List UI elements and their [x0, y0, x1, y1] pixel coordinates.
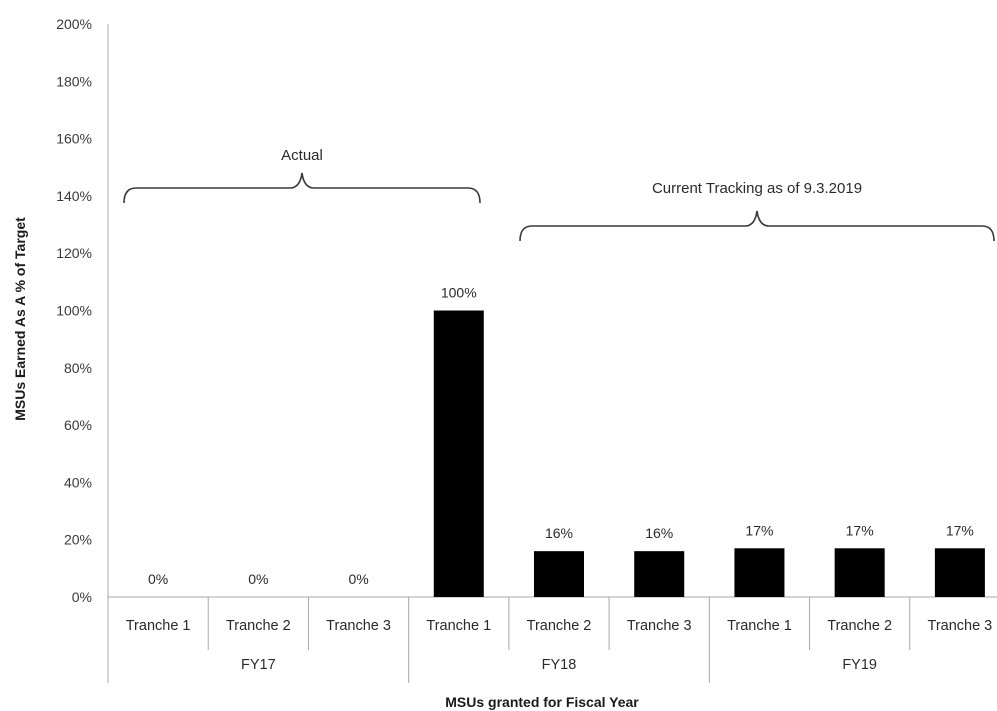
category-label: Tranche 1 [727, 618, 792, 634]
data-label: 17% [946, 522, 974, 538]
bars [433, 310, 985, 597]
group-label: FY18 [542, 657, 577, 673]
annotation-brace [519, 210, 995, 242]
category-label: Tranche 2 [827, 618, 892, 634]
y-tick-label: 40% [64, 474, 92, 490]
category-label: Tranche 2 [226, 618, 291, 634]
category-label: Tranche 3 [928, 618, 993, 634]
bar [834, 548, 885, 597]
bar [734, 548, 785, 597]
category-label: Tranche 1 [426, 618, 491, 634]
data-label: 0% [148, 571, 168, 587]
y-tick-label: 100% [56, 303, 92, 319]
y-tick-label: 0% [72, 589, 92, 605]
annotation-brace [123, 172, 481, 204]
bar [634, 551, 685, 597]
y-tick-label: 140% [56, 188, 92, 204]
data-label: 17% [846, 522, 874, 538]
bar [433, 310, 484, 597]
data-labels: 0% 0% 0% 100% 16% 16% 17% 17% 17% [148, 285, 974, 588]
category-label: Tranche 3 [627, 618, 692, 634]
y-tick-label: 120% [56, 245, 92, 261]
x-axis-title: MSUs granted for Fiscal Year [445, 694, 639, 710]
annotations: Actual Current Tracking as of 9.3.2019 [123, 147, 995, 242]
annotation-text: Current Tracking as of 9.3.2019 [652, 180, 862, 197]
y-tick-label: 180% [56, 73, 92, 89]
data-label: 0% [248, 571, 268, 587]
group-label: FY19 [842, 657, 877, 673]
bar [534, 551, 584, 597]
y-tick-label: 60% [64, 417, 92, 433]
bar [934, 548, 985, 597]
category-label: Tranche 3 [326, 618, 391, 634]
group-label: FY17 [241, 657, 276, 673]
annotation-text: Actual [281, 147, 323, 164]
y-tick-label: 20% [64, 532, 92, 548]
data-label: 100% [441, 285, 477, 301]
data-label: 16% [645, 525, 673, 541]
category-label: Tranche 1 [126, 618, 191, 634]
category-labels: Tranche 1 Tranche 2 Tranche 3 Tranche 1 Tran… [126, 618, 993, 673]
y-tick-label: 200% [56, 16, 92, 32]
category-label: Tranche 2 [527, 618, 592, 634]
data-label: 17% [745, 522, 773, 538]
data-label: 0% [348, 571, 368, 587]
y-axis-title: MSUs Earned As A % of Target [12, 217, 28, 421]
y-tick-label: 160% [56, 131, 92, 147]
data-label: 16% [545, 525, 573, 541]
y-tick-label: 80% [64, 360, 92, 376]
